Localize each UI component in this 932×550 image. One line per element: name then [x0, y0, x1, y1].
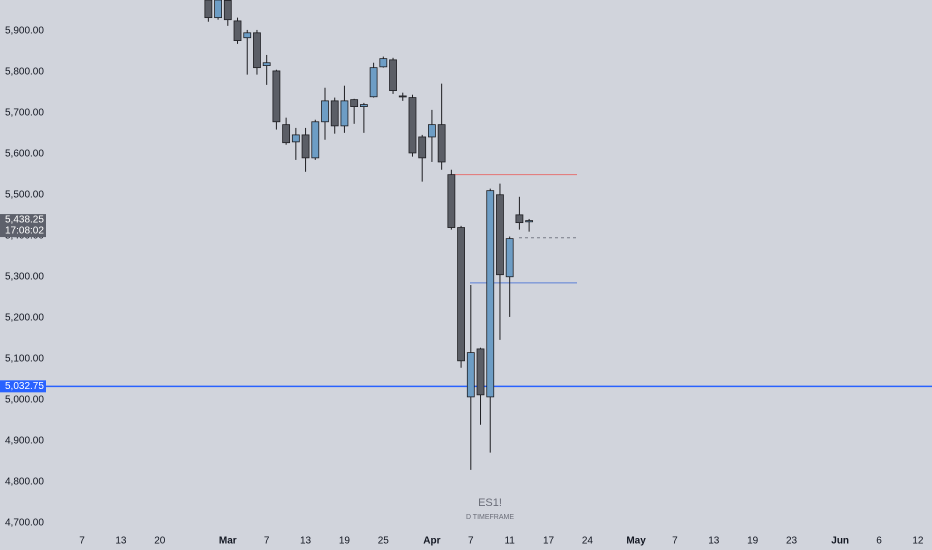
x-tick-label: 7: [79, 536, 85, 547]
candle-body: [291, 134, 300, 143]
candle-body: [389, 59, 397, 92]
price-tag-label: 5,032.75: [5, 381, 44, 392]
y-tick-label: 5,600.00: [5, 148, 44, 159]
x-tick-label: 13: [300, 536, 312, 547]
y-tick-label: 4,900.00: [5, 435, 44, 446]
last-price-label: 5,438.25: [5, 215, 44, 226]
x-tick-label: Mar: [219, 536, 237, 547]
candle-body: [369, 67, 378, 98]
candle-body: [330, 100, 339, 127]
y-tick-label: 5,200.00: [5, 312, 44, 323]
candle-body: [496, 194, 504, 276]
candle-body: [408, 97, 417, 154]
candle-body: [282, 124, 291, 144]
candle-body: [486, 190, 495, 398]
candle-body: [233, 20, 242, 41]
x-tick-label: 25: [378, 536, 390, 547]
candle-body: [272, 70, 281, 123]
candle-body: [243, 32, 252, 39]
y-tick-label: 5,100.00: [5, 353, 44, 364]
candle-body: [204, 0, 213, 19]
price-tag: [0, 380, 46, 393]
x-tick-label: 23: [786, 536, 798, 547]
y-tick-label: 5,900.00: [5, 25, 44, 36]
candle-body: [457, 227, 465, 362]
candle-body: [437, 124, 446, 163]
x-tick-label: 13: [115, 536, 127, 547]
y-tick-label: 5,000.00: [5, 394, 44, 405]
candle-body: [311, 121, 320, 159]
last-price-countdown: 17:08:02: [5, 226, 44, 237]
x-tick-label: 7: [672, 536, 678, 547]
x-tick-label: 12: [912, 536, 924, 547]
x-tick-label: May: [626, 536, 646, 547]
candle-body: [359, 104, 368, 108]
watermark: ES1!: [478, 497, 502, 509]
candle-body: [525, 220, 534, 223]
y-tick-label: 5,800.00: [5, 66, 44, 77]
candle-body: [476, 348, 485, 396]
candle-body: [262, 62, 271, 66]
candle-body: [223, 0, 232, 21]
x-tick-label: 7: [468, 536, 474, 547]
candle-body: [214, 0, 222, 19]
candle-body: [321, 100, 329, 123]
candle-body: [447, 174, 456, 228]
watermark-subtitle: D TIMEFRAME: [466, 514, 514, 521]
candle-body: [350, 99, 359, 107]
x-tick-label: 17: [543, 536, 555, 547]
candle-body: [253, 32, 261, 69]
y-tick-label: 4,800.00: [5, 476, 44, 487]
y-tick-label: 5,300.00: [5, 271, 44, 282]
y-tick-label: 5,700.00: [5, 107, 44, 118]
x-tick-label: 24: [582, 536, 594, 547]
x-tick-label: 6: [876, 536, 882, 547]
last-price-box: [0, 214, 46, 238]
plot-area: [0, 0, 932, 470]
candle-body: [505, 238, 514, 278]
candle-body: [515, 214, 524, 224]
x-tick-label: 7: [264, 536, 270, 547]
candle-body: [301, 134, 310, 159]
y-tick-label: 4,700.00: [5, 517, 44, 528]
x-tick-label: Apr: [423, 536, 440, 547]
x-tick-label: 19: [339, 536, 351, 547]
x-tick-label: 20: [154, 536, 166, 547]
candle-body: [379, 58, 388, 68]
x-tick-label: 11: [504, 536, 515, 547]
candle-body: [340, 100, 349, 127]
candle-body: [428, 124, 436, 138]
x-tick-label: 13: [708, 536, 720, 547]
candle-body: [418, 136, 427, 159]
candle-body: [466, 352, 475, 398]
y-tick-label: 5,500.00: [5, 189, 44, 200]
x-tick-label: 19: [747, 536, 759, 547]
candle-body: [398, 95, 407, 98]
x-tick-label: Jun: [831, 536, 849, 547]
